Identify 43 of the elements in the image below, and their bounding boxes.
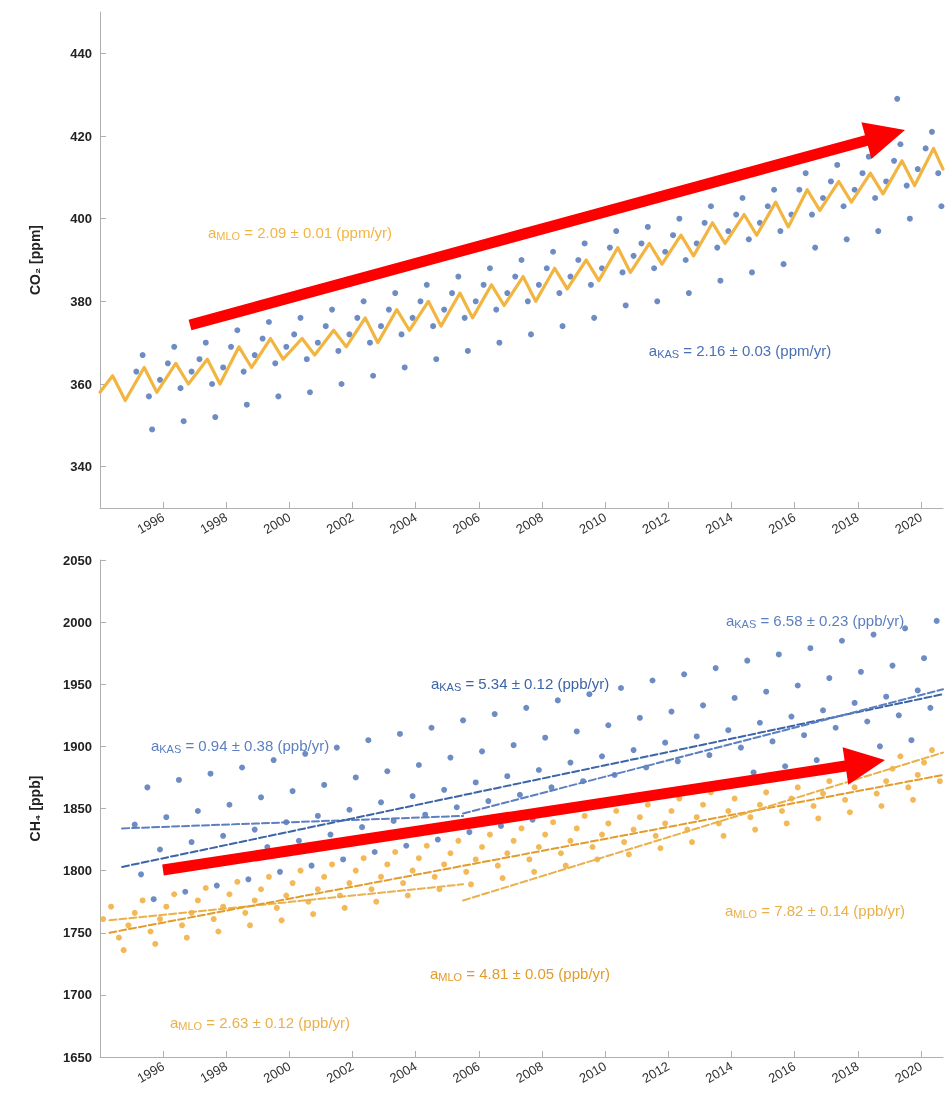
x-tick-label: 2004 — [386, 509, 420, 537]
x-tick-label: 2014 — [702, 1058, 736, 1086]
y-tick-label: 360 — [70, 376, 92, 392]
x-tick-label: 2008 — [513, 509, 546, 537]
x-tick-label: 2016 — [765, 509, 799, 537]
y-tick-label: 440 — [70, 45, 92, 61]
x-tick-label: 2006 — [450, 509, 483, 537]
x-tick-label: 2020 — [892, 509, 925, 537]
y-tick-label: 1950 — [63, 676, 92, 692]
y-tick-label: 380 — [70, 293, 92, 309]
x-tick-label: 2014 — [702, 509, 736, 537]
x-tick-label: 2002 — [323, 1058, 357, 1086]
x-tick-label: 2000 — [260, 1058, 294, 1086]
y-axis-title: CH₄ [ppb] — [27, 775, 43, 842]
y-tick-label: 1650 — [63, 1049, 92, 1065]
y-tick-label: 2050 — [63, 552, 92, 568]
y-tick-label: 1900 — [63, 738, 92, 754]
x-tick-label: 2002 — [323, 509, 357, 537]
x-tick-label: 2000 — [260, 509, 294, 537]
y-tick-label: 1850 — [63, 801, 92, 816]
y-tick-label: 1750 — [63, 925, 92, 941]
x-tick-label: 2016 — [765, 1058, 799, 1086]
x-tick-label: 2012 — [639, 1058, 673, 1086]
x-tick-label: 2010 — [576, 1058, 609, 1086]
x-tick-label: 1996 — [134, 509, 167, 537]
x-tick-label: 2018 — [828, 509, 862, 537]
x-tick-label: 2012 — [639, 509, 673, 537]
x-tick-label: 2010 — [576, 509, 609, 537]
x-tick-label: 1996 — [134, 1058, 167, 1086]
y-tick-label: 340 — [70, 459, 92, 475]
x-tick-label: 1998 — [197, 1058, 231, 1086]
y-tick-label: 1800 — [63, 863, 92, 879]
y-tick-label: 1700 — [63, 987, 92, 1003]
y-axis-title: CO₂ [ppm] — [27, 225, 43, 295]
x-tick-label: 2006 — [450, 1058, 483, 1086]
x-tick-label: 1998 — [197, 509, 231, 537]
x-tick-label: 2020 — [892, 1058, 925, 1086]
y-tick-label: 420 — [70, 128, 92, 144]
y-tick-label: 2000 — [63, 614, 92, 630]
y-tick-label: 400 — [70, 211, 92, 227]
x-tick-label: 2004 — [386, 1058, 420, 1086]
x-tick-label: 2018 — [828, 1058, 862, 1086]
x-tick-label: 2008 — [513, 1058, 546, 1086]
